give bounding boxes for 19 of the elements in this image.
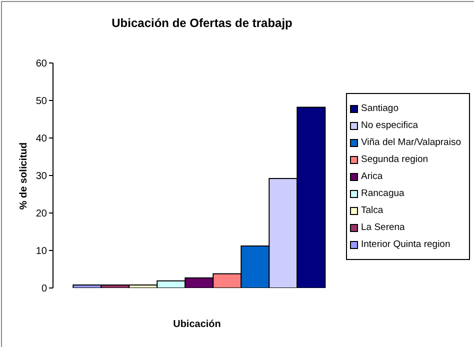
legend-label: No especifica: [361, 120, 418, 131]
y-tick-label: 60: [36, 58, 48, 70]
legend-label: Viña del Mar/Valapraiso: [361, 137, 461, 148]
legend-label: Arica: [361, 171, 383, 182]
y-axis-title: % de solicitud: [18, 142, 30, 210]
x-axis-title: Ubicación: [172, 319, 222, 330]
legend-label: La Serena: [361, 222, 405, 233]
legend-label: Rancagua: [361, 188, 404, 199]
y-tick-label: 30: [36, 171, 48, 182]
chart-title: Ubicación de Ofertas de trabajp: [110, 16, 294, 30]
legend-label: Segunda region: [361, 154, 428, 165]
legend-label: Interior Quinta region: [361, 239, 450, 250]
y-tick-label: 10: [36, 246, 48, 258]
y-tick-label: 50: [36, 96, 48, 108]
legend-label: Santiago: [361, 103, 399, 114]
legend-label: Talca: [361, 205, 384, 216]
y-tick-label: 0: [41, 284, 48, 295]
y-tick-label: 20: [36, 208, 48, 220]
y-tick-label: 40: [36, 134, 48, 145]
